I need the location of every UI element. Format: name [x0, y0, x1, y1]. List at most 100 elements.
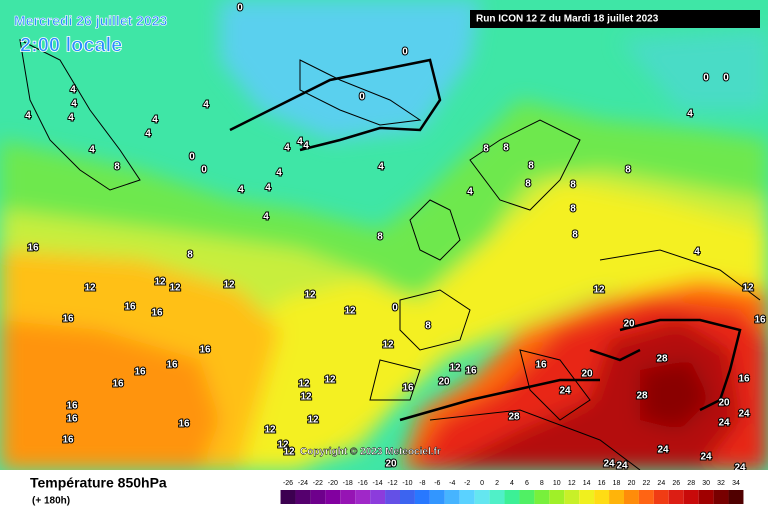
- contour-label: 8: [483, 144, 489, 155]
- contour-label: 16: [166, 360, 178, 371]
- contour-label: 4: [284, 143, 290, 154]
- contour-label: 12: [593, 285, 605, 296]
- contour-label: 20: [581, 369, 593, 380]
- contour-label: 4: [238, 185, 244, 196]
- contour-label: 12: [742, 283, 754, 294]
- scale-cell: [549, 490, 565, 504]
- contour-label: 8: [528, 161, 534, 172]
- contour-label: 4: [152, 115, 158, 126]
- run-info: Run ICON 12 Z du Mardi 18 juillet 2023: [476, 14, 659, 25]
- contour-label: 24: [603, 459, 615, 470]
- contour-label: 12: [264, 425, 276, 436]
- contour-label: 8: [503, 143, 509, 154]
- title-block: Mercredi 26 juillet 2023 2:00 locale: [14, 12, 168, 56]
- scale-cell: [429, 490, 445, 504]
- contour-label: 8: [572, 230, 578, 241]
- scale-label: 24: [657, 480, 665, 487]
- contour-label: 4: [687, 109, 693, 120]
- scale-label: -14: [373, 480, 383, 487]
- contour-label: 4: [467, 187, 473, 198]
- scale-label: -20: [328, 480, 338, 487]
- scale-label: -4: [449, 480, 455, 487]
- scale-label: 8: [540, 480, 544, 487]
- contour-label: 0: [189, 152, 195, 163]
- contour-label: 16: [66, 401, 78, 412]
- scale-cell: [295, 490, 311, 504]
- temperature-field: [0, 0, 768, 470]
- contour-label: 0: [359, 92, 365, 103]
- contour-label: 20: [623, 319, 635, 330]
- scale-cell: [325, 490, 341, 504]
- scale-cell: [444, 490, 460, 504]
- contour-label: 16: [199, 345, 211, 356]
- contour-label: 12: [304, 290, 316, 301]
- contour-label: 12: [307, 415, 319, 426]
- scale-cell: [310, 490, 326, 504]
- scale-cell: [370, 490, 386, 504]
- contour-label: 8: [570, 180, 576, 191]
- scale-label: 14: [583, 480, 591, 487]
- contour-label: 16: [754, 315, 766, 326]
- scale-label: 30: [702, 480, 710, 487]
- contour-label: 16: [178, 419, 190, 430]
- scale-cell: [474, 490, 490, 504]
- contour-label: 12: [223, 280, 235, 291]
- contour-label: 0: [392, 303, 398, 314]
- contour-label: 20: [718, 398, 730, 409]
- contour-label: 8: [525, 179, 531, 190]
- contour-label: 4: [263, 212, 269, 223]
- scale-label: -10: [402, 480, 412, 487]
- contour-label: 12: [324, 375, 336, 386]
- scale-cell: [638, 490, 654, 504]
- contour-label: 4: [71, 99, 77, 110]
- scale-label: 32: [717, 480, 725, 487]
- legend-lead-time: (+ 180h): [32, 496, 70, 507]
- contour-label: 12: [84, 283, 96, 294]
- color-scale: -26 -24 -22 -20 -18 -16 -14 -12 -10 -8 -6 -4 -2 0 2 4 6 8…: [280, 480, 744, 504]
- scale-label: 18: [613, 480, 621, 487]
- contour-label: 12: [449, 363, 461, 374]
- copyright: Copyright © 2023 Meteociel.fr: [300, 447, 441, 458]
- scale-label: -16: [358, 480, 368, 487]
- scale-label: 4: [510, 480, 514, 487]
- scale-label: 6: [525, 480, 529, 487]
- scale-cell: [340, 490, 356, 504]
- scale-cell: [653, 490, 669, 504]
- contour-label: 4: [25, 111, 31, 122]
- scale-label: 34: [732, 480, 740, 487]
- scale-cell: [564, 490, 580, 504]
- contour-label: 16: [124, 302, 136, 313]
- contour-label: 12: [277, 440, 289, 451]
- contour-label: 0: [723, 73, 729, 84]
- contour-label: 24: [718, 418, 730, 429]
- run-box: [470, 10, 760, 28]
- contour-label: 24: [559, 386, 571, 397]
- contour-label: 28: [636, 391, 648, 402]
- scale-cell: [459, 490, 475, 504]
- contour-label: 12: [154, 277, 166, 288]
- contour-label: 4: [89, 145, 95, 156]
- coastlines: [19, 39, 761, 471]
- contour-label: 0: [402, 47, 408, 58]
- scale-cell: [728, 490, 744, 504]
- contour-label: 16: [402, 383, 414, 394]
- contour-label: 12: [382, 340, 394, 351]
- contour-label: 8: [187, 250, 193, 261]
- scale-label: 28: [687, 480, 695, 487]
- scale-label: -12: [387, 480, 397, 487]
- contour-label: 12: [344, 306, 356, 317]
- scale-cell: [668, 490, 684, 504]
- forecast-time: 2:00 locale: [20, 34, 122, 56]
- contour-label: 16: [151, 308, 163, 319]
- scale-cell: [609, 490, 624, 504]
- contour-label: 4: [303, 141, 309, 152]
- scale-cell: [579, 490, 595, 504]
- contour-label: 16: [66, 414, 78, 425]
- scale-cell: [280, 490, 296, 504]
- contour-label: 4: [203, 100, 209, 111]
- scale-label: -8: [419, 480, 425, 487]
- contour-label: 8: [114, 162, 120, 173]
- scale-cell: [385, 490, 400, 504]
- contour-label: 4: [70, 85, 76, 96]
